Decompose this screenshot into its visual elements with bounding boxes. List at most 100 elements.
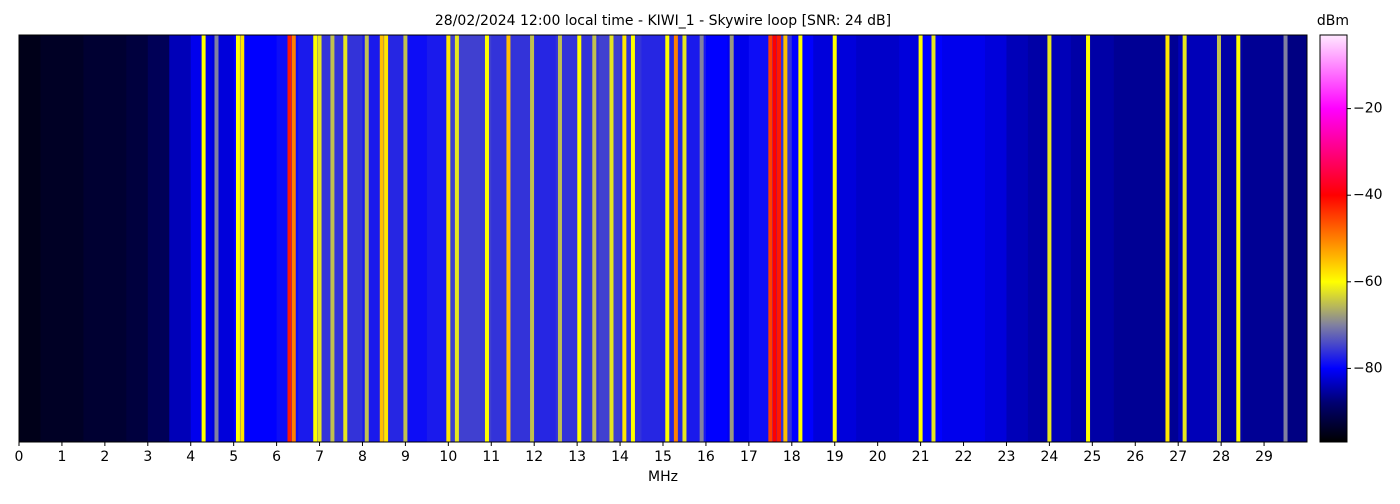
x-tick-label: 0 [15, 449, 24, 465]
x-tick-label: 29 [1255, 449, 1273, 465]
signal-line [1216, 35, 1221, 442]
signal-line [622, 35, 627, 442]
signal-line [673, 35, 678, 442]
x-tick-label: 6 [272, 449, 281, 465]
signal-line [798, 35, 803, 442]
signal-line [772, 35, 777, 442]
background-band [61, 35, 84, 442]
colorbar-tick-label: −80 [1353, 360, 1383, 376]
signal-line [609, 35, 614, 442]
signal-line [506, 35, 511, 442]
colorbar-tick-label: −60 [1353, 274, 1383, 290]
chart-title: 28/02/2024 12:00 local time - KIWI_1 - S… [435, 13, 891, 29]
signal-line [557, 35, 562, 442]
x-tick-label: 21 [912, 449, 930, 465]
background-band [1027, 35, 1050, 442]
x-tick-label: 11 [482, 449, 500, 465]
signal-line [931, 35, 936, 442]
plot-area [19, 35, 1308, 442]
background-band [899, 35, 922, 442]
x-tick-label: 14 [611, 449, 629, 465]
background-band [963, 35, 986, 442]
signal-line [454, 35, 459, 442]
x-tick-label: 19 [826, 449, 844, 465]
signal-line [384, 35, 389, 442]
signal-line [630, 35, 635, 442]
x-tick-label: 26 [1126, 449, 1144, 465]
background-band [748, 35, 771, 442]
background-band [877, 35, 900, 442]
signal-line [768, 35, 773, 442]
colorbar-tick-label: −20 [1353, 101, 1383, 117]
background-band [834, 35, 857, 442]
signal-line [313, 35, 318, 442]
x-tick-label: 22 [955, 449, 973, 465]
x-tick-label: 9 [401, 449, 410, 465]
x-tick-label: 8 [358, 449, 367, 465]
signal-line [403, 35, 408, 442]
colorbar-label: dBm [1317, 13, 1349, 29]
signal-line [699, 35, 704, 442]
background-band [40, 35, 63, 442]
signal-line [918, 35, 923, 442]
x-axis-label: MHz [648, 469, 678, 485]
signal-line [287, 35, 292, 442]
signal-line [530, 35, 535, 442]
background-band [1135, 35, 1158, 442]
signal-line [1047, 35, 1052, 442]
background-band [169, 35, 192, 442]
x-tick-label: 18 [783, 449, 801, 465]
background-band [813, 35, 836, 442]
signal-line [364, 35, 369, 442]
signal-line [1165, 35, 1170, 442]
background-band [1092, 35, 1115, 442]
background-band [1264, 35, 1287, 442]
x-tick-label: 4 [186, 449, 195, 465]
signal-line [832, 35, 837, 442]
x-tick-label: 20 [869, 449, 887, 465]
signal-line [783, 35, 788, 442]
colorbar [1319, 34, 1348, 443]
signal-line [235, 35, 240, 442]
x-tick-label: 2 [100, 449, 109, 465]
background-band [512, 35, 535, 442]
x-tick-label: 27 [1169, 449, 1187, 465]
signal-line [776, 35, 781, 442]
background-band [942, 35, 965, 442]
signal-line [484, 35, 489, 442]
background-band [1113, 35, 1136, 442]
background-band [255, 35, 278, 442]
background-band [1178, 35, 1201, 442]
background-band [1199, 35, 1222, 442]
x-tick-label: 24 [1040, 449, 1058, 465]
signal-line [446, 35, 451, 442]
x-tick-label: 23 [998, 449, 1016, 465]
background-band [705, 35, 728, 442]
x-tick-label: 10 [439, 449, 457, 465]
background-band [426, 35, 449, 442]
signal-line [682, 35, 687, 442]
x-tick-label: 15 [654, 449, 672, 465]
background-band [1242, 35, 1265, 442]
signal-line [1182, 35, 1187, 442]
background-band [383, 35, 406, 442]
background-band [83, 35, 106, 442]
background-band [985, 35, 1007, 442]
background-band [448, 35, 471, 442]
signal-line [201, 35, 206, 442]
x-tick-label: 16 [697, 449, 715, 465]
x-tick-label: 13 [568, 449, 586, 465]
background-band [1006, 35, 1029, 442]
signal-line [1086, 35, 1091, 442]
signal-line [317, 35, 322, 442]
x-tick-label: 7 [315, 449, 324, 465]
background-band [126, 35, 149, 442]
background-band [19, 35, 41, 442]
x-tick-label: 28 [1212, 449, 1230, 465]
colorbar-tick-label: −40 [1353, 187, 1383, 203]
signal-line [343, 35, 348, 442]
background-band [405, 35, 428, 442]
signal-line [1283, 35, 1288, 442]
signal-line [330, 35, 335, 442]
background-band [104, 35, 127, 442]
